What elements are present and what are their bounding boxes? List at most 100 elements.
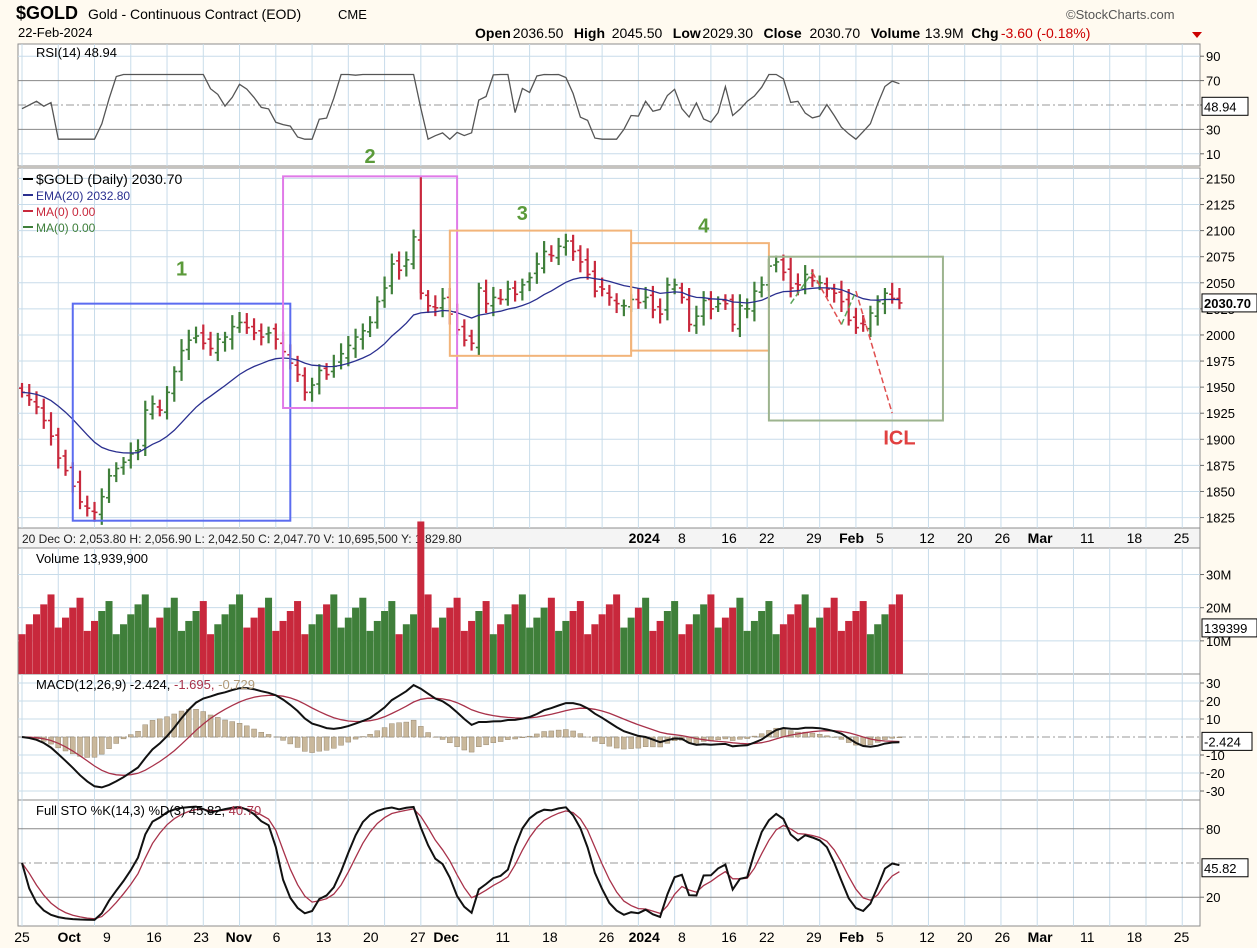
price-tick: 2125 (1206, 198, 1235, 213)
macd-hist-bar (287, 736, 294, 745)
rsi-tick: 70 (1206, 74, 1220, 89)
sto-tick: 20 (1206, 890, 1220, 905)
volume-bar (76, 597, 84, 674)
x-axis-label: 5 (876, 929, 884, 945)
macd-hist-bar (563, 729, 569, 738)
price-info-strip (17, 527, 1201, 549)
macd-hist-bar (882, 736, 888, 740)
macd-hist-bar (555, 729, 562, 738)
volume-bar (279, 620, 287, 674)
macd-hist-bar (323, 736, 330, 751)
volume-bar (605, 604, 613, 674)
projection-line (811, 271, 843, 325)
volume-bar (424, 594, 432, 674)
x-axis-label: 25 (14, 929, 30, 945)
volume-bar (301, 634, 309, 674)
macd-hist-bar (758, 733, 765, 738)
macd-hist-bar (490, 736, 497, 743)
volume-bar (286, 611, 294, 674)
volume-bar (845, 620, 853, 674)
volume-bar (714, 627, 722, 674)
price-legend-line: EMA(20) 2032.80 (36, 189, 130, 203)
x-axis-label: Dec (433, 929, 459, 945)
x-axis-label: 20 (957, 929, 973, 945)
header-symbol: $GOLD (16, 3, 78, 23)
volume-last-tag (1201, 618, 1257, 638)
volume-bar (816, 617, 824, 674)
volume-bar (330, 594, 338, 674)
volume-bar (642, 597, 650, 674)
volume-bar (895, 594, 903, 674)
price-tick: 1825 (1206, 511, 1235, 526)
volume-bar (663, 611, 671, 674)
price-legend-line: MA(0) 0.00 (36, 205, 96, 219)
volume-bar (185, 620, 193, 674)
volume-bar (170, 597, 178, 674)
macd-hist-bar (309, 736, 315, 753)
macd-last-value: -2.424 (1204, 734, 1241, 749)
volume-bar (794, 604, 802, 674)
macd-hist-bar (403, 721, 410, 738)
macd-hist-bar (867, 736, 874, 745)
volume-bar (707, 594, 715, 674)
volume-bar (511, 604, 519, 674)
macd-hist-bar (265, 734, 272, 738)
macd-hist-bar (418, 726, 424, 738)
macd-hist-bar (294, 736, 301, 748)
ohlc-value: 2036.50 (513, 25, 564, 41)
macd-hist-bar (613, 736, 620, 749)
x-axis-label: 22 (759, 929, 775, 945)
price-tick: 1875 (1206, 458, 1235, 473)
volume-bar (272, 630, 280, 674)
macd-signal-value: -1.695, (174, 677, 218, 692)
volume-bar (446, 607, 454, 674)
sto-d-line (21, 807, 900, 920)
volume-bar (308, 624, 316, 674)
volume-bar (468, 620, 476, 674)
macd-hist-bar (91, 736, 98, 758)
volume-bar (344, 617, 352, 674)
macd-hist-bar (541, 731, 547, 738)
macd-hist-bar (193, 709, 199, 738)
macd-hist-bar (113, 736, 119, 744)
rsi-legend: RSI(14) 48.94 (36, 45, 117, 60)
macd-hist-bar (142, 724, 148, 738)
macd-hist-bar (157, 718, 163, 738)
volume-bar (721, 617, 729, 674)
header-name: Gold - Continuous Contract (EOD) (88, 6, 301, 22)
volume-bar (598, 614, 606, 674)
volume-bar (830, 597, 838, 674)
sto-last-tag (1201, 858, 1249, 878)
x-axis-label: 16 (146, 929, 162, 945)
price-legend-line: MA(0) 0.00 (36, 221, 96, 235)
ema-line (21, 276, 900, 454)
macd-hist-bar (744, 736, 750, 739)
wave-label-4: 4 (698, 216, 710, 238)
x-axis-label: 23 (193, 929, 209, 945)
macd-hist-bar (729, 736, 736, 741)
macd-hist-bar (548, 730, 555, 738)
mid-axis-label: 18 (1127, 530, 1143, 546)
macd-hist-bar (737, 736, 743, 740)
macd-hist-bar (650, 736, 656, 748)
volume-bar (736, 597, 744, 674)
volume-bar (671, 601, 679, 674)
x-axis-label: 13 (316, 929, 332, 945)
macd-hist-bar (302, 736, 308, 752)
price-tick: 2050 (1206, 276, 1235, 291)
volume-bar (98, 611, 106, 674)
macd-hist-bar (606, 736, 613, 747)
x-axis-label: 18 (1127, 929, 1143, 945)
volume-bar (156, 617, 164, 674)
volume-bar (837, 630, 845, 674)
volume-bar (750, 620, 758, 674)
rsi-last-value: 48.94 (1204, 99, 1237, 114)
macd-hist-bar (505, 736, 511, 740)
volume-bar (214, 624, 222, 674)
macd-hist-bar (316, 736, 323, 752)
macd-hist-bar (628, 736, 634, 749)
volume-bar (497, 624, 505, 674)
macd-hist-bar (787, 730, 794, 738)
x-axis-label: 11 (1080, 929, 1095, 945)
macd-hist-bar (838, 736, 845, 740)
